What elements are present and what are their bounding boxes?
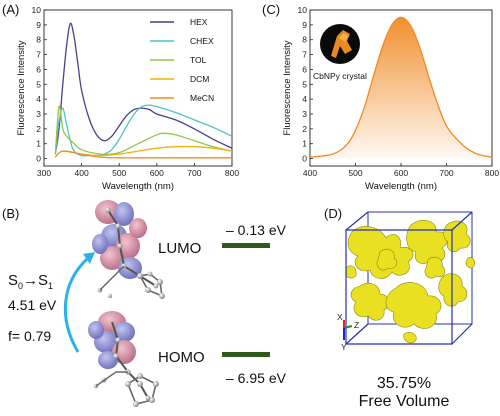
lumo-level <box>222 243 270 248</box>
y-tick-label: 4 <box>302 94 307 104</box>
series-line-mecn <box>54 150 232 159</box>
y-tick-label: 1 <box>36 139 41 149</box>
lumo-energy: – 0.13 eV <box>226 222 287 238</box>
crystal-label: CbNPy crystal <box>313 71 367 81</box>
y-axis-title: Fluorescence Intensity <box>16 40 27 135</box>
x-tick-label: 400 <box>303 168 317 178</box>
x-tick-label: 800 <box>225 168 239 178</box>
y-tick-label: 10 <box>32 5 42 15</box>
axis-y-label: Y <box>341 342 347 352</box>
lumo-molecule <box>92 200 165 299</box>
x-tick-label: 700 <box>439 168 453 178</box>
y-tick-label: 5 <box>302 79 307 89</box>
crystal-photo <box>320 24 360 64</box>
axis-z-label: Z <box>354 320 359 330</box>
x-tick-label: 300 <box>37 168 51 178</box>
excitation-arrowhead <box>83 252 95 264</box>
free-volume-percent: 35.75% <box>377 375 431 392</box>
y-tick-label: 9 <box>36 20 41 30</box>
series-line-hex <box>54 22 233 155</box>
axis-triad: X Z Y <box>337 312 359 352</box>
lumo-label: LUMO <box>158 240 201 257</box>
panel-label-a: (A) <box>2 2 19 17</box>
x-tick-label: 500 <box>348 168 362 178</box>
x-tick-label: 700 <box>187 168 201 178</box>
y-tick-label: 8 <box>302 35 307 45</box>
x-axis-title: Wavelength (nm) <box>365 181 437 192</box>
y-tick-label: 7 <box>36 50 41 60</box>
y-tick-label: 3 <box>302 109 307 119</box>
y-tick-label: 4 <box>36 94 41 104</box>
y-tick-label: 10 <box>298 5 308 15</box>
x-tick-label: 500 <box>112 168 126 178</box>
y-tick-label: 2 <box>36 124 41 134</box>
y-tick-label: 6 <box>302 64 307 74</box>
chart-a: 300 400 500 600 700 800 0 1 2 3 4 5 6 7 8 9 10 Wavelength… <box>16 5 239 192</box>
series-area <box>310 17 492 159</box>
legend-label: TOL <box>190 55 207 65</box>
y-axis-title: Fluorescence Intensity <box>282 40 293 135</box>
y-tick-label: 6 <box>36 64 41 74</box>
panel-label-d: (D) <box>324 206 342 221</box>
homo-energy: – 6.95 eV <box>226 370 287 386</box>
y-tick-label: 9 <box>302 20 307 30</box>
panel-label-b: (B) <box>2 206 19 221</box>
excitation-energy: 4.51 eV <box>8 297 57 313</box>
chart-c: 400 500 600 700 800 0 1 2 3 4 5 6 7 8 9 10 Wavelength (n… <box>282 5 499 192</box>
excitation-arrow <box>63 256 90 353</box>
y-tick-label: 3 <box>36 109 41 119</box>
x-tick-label: 800 <box>485 168 499 178</box>
y-tick-label: 2 <box>302 124 307 134</box>
y-tick-label: 0 <box>36 154 41 164</box>
x-axis-title: Wavelength (nm) <box>102 181 174 192</box>
axis-x-label: X <box>337 312 343 322</box>
series-line-chex <box>54 104 233 157</box>
y-tick-label: 8 <box>36 35 41 45</box>
free-volume-caption: Free Volume <box>359 393 450 410</box>
plot-frame <box>43 9 233 167</box>
oscillator-strength: f= 0.79 <box>8 328 51 344</box>
homo-label: HOMO <box>158 349 205 366</box>
y-tick-label: 0 <box>302 154 307 164</box>
legend-label: MeCN <box>190 93 214 103</box>
panel-label-c: (C) <box>262 2 280 17</box>
homo-molecule <box>88 311 159 407</box>
x-tick-label: 600 <box>394 168 408 178</box>
transition-label: S0→S1 <box>8 272 53 291</box>
y-tick-label: 1 <box>302 139 307 149</box>
free-volume-box <box>345 211 475 345</box>
y-tick-label: 7 <box>302 50 307 60</box>
y-tick-label: 5 <box>36 79 41 89</box>
legend-label: DCM <box>190 74 209 84</box>
legend-label: HEX <box>190 17 208 27</box>
homo-level <box>222 352 270 357</box>
x-tick-label: 400 <box>75 168 89 178</box>
x-tick-label: 600 <box>150 168 164 178</box>
legend-label: CHEX <box>190 36 214 46</box>
